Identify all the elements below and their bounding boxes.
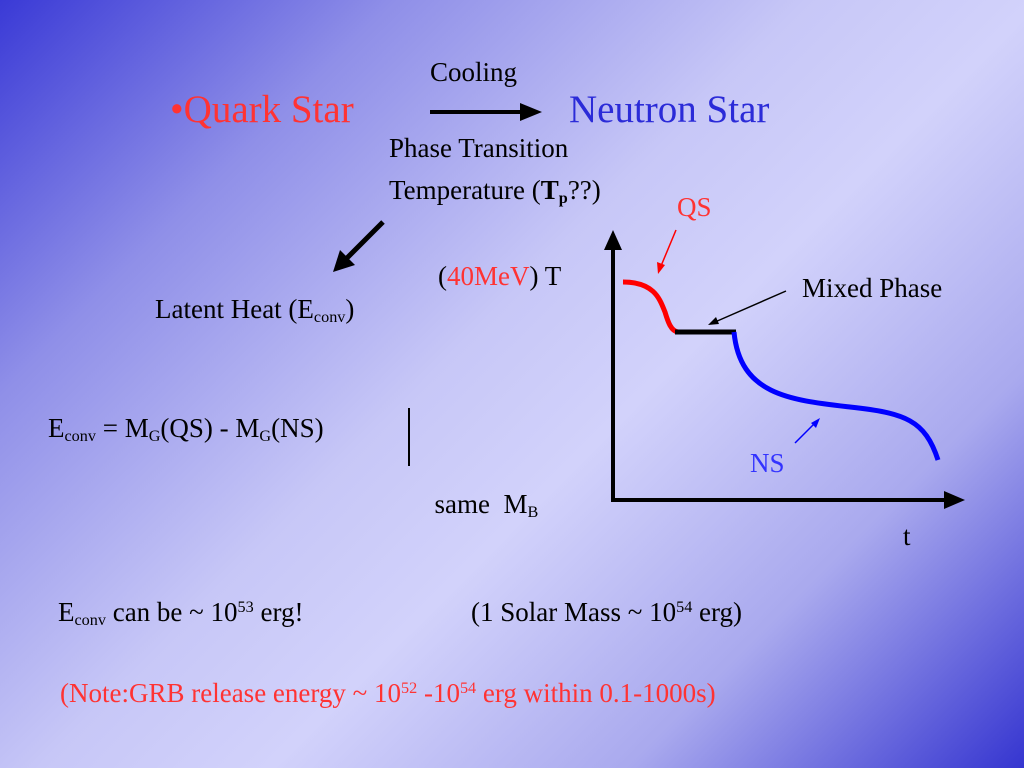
- conversion-energy-statement: Econv can be ~ 1053 erg!: [58, 597, 304, 630]
- ns-pointer-arrow: [794, 418, 820, 444]
- time-axis-label: t: [903, 521, 911, 551]
- ns-label: NS: [750, 448, 785, 478]
- cooling-arrow: [430, 103, 542, 121]
- plot-axes: [604, 230, 965, 509]
- energy-equation: Econv = MG(QS) - MG(NS): [48, 413, 324, 446]
- same-baryon-mass-label: same MB: [434, 489, 539, 522]
- qs-curve: [622, 279, 679, 335]
- bullet: •: [170, 88, 184, 131]
- quark-star-title: •Quark Star: [170, 90, 354, 129]
- temperature-value: 40MeV: [447, 261, 530, 291]
- cooling-label: Cooling: [430, 57, 518, 87]
- qs-label: QS: [677, 192, 712, 222]
- neutron-star-title: Neutron Star: [569, 88, 770, 131]
- solar-mass-statement: (1 Solar Mass ~ 1054 erg): [471, 597, 743, 627]
- latent-heat-label: Latent Heat (Econv): [155, 294, 355, 327]
- transition-temperature-label: Temperature (Tp??): [389, 175, 601, 208]
- qs-pointer-arrow: [657, 229, 677, 274]
- mixed-phase-label: Mixed Phase: [802, 273, 943, 303]
- temperature-axis-label: (40MeV) T: [438, 261, 562, 291]
- phase-transition-label: Phase Transition: [389, 133, 569, 163]
- grb-note: (Note:GRB release energy ~ 1052 -1054 er…: [60, 678, 716, 708]
- ns-curve: [731, 331, 941, 461]
- latent-heat-arrow: [333, 220, 385, 272]
- quark-star-label: Quark Star: [183, 88, 354, 131]
- mixed-phase-pointer-arrow: [708, 290, 787, 325]
